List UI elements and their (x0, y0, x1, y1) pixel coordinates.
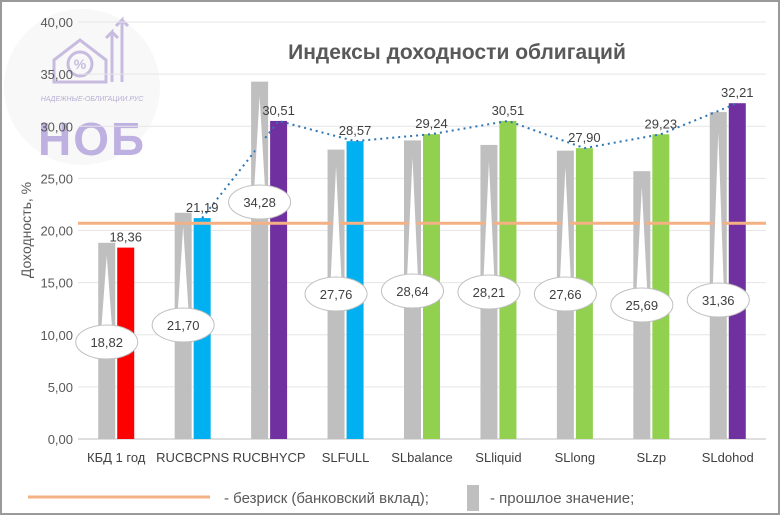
callout-joint (101, 326, 112, 332)
current-value-bars (117, 103, 746, 439)
legend-previous-label: - прошлое значение; (490, 490, 634, 507)
x-tick-label: SLdohod (702, 450, 754, 465)
current-value-label: 27,90 (568, 130, 601, 145)
callout-bubble (457, 274, 521, 310)
previous-value-callout: 28,21 (457, 150, 521, 310)
previous-value-label: 27,66 (549, 287, 582, 302)
callout-joint (254, 186, 265, 192)
site-logo: % НАДЕЖНЫЕ-ОБЛИГАЦИИ.РУС НОБ (4, 9, 160, 165)
previous-value-callout: 28,64 (381, 146, 444, 309)
previous-value-callout: 21,70 (151, 218, 215, 343)
y-tick-label: 15,00 (40, 276, 73, 291)
previous-value-label: 31,36 (702, 293, 735, 308)
previous-value-label: 18,82 (90, 335, 123, 350)
previous-value-callout: 27,76 (304, 155, 368, 312)
current-value-label: 18,36 (109, 230, 142, 245)
legend: - безриск (банковский вклад); - прошлое … (28, 485, 634, 511)
current-value-label: 28,57 (339, 123, 372, 138)
x-tick-label: SLlong (555, 450, 595, 465)
current-value-label: 30,51 (262, 103, 295, 118)
callout-joint (560, 278, 571, 284)
callout-joint (713, 284, 724, 290)
current-value-label: 21,19 (186, 200, 219, 215)
y-tick-label: 10,00 (40, 328, 73, 343)
callout-bubble (304, 276, 368, 312)
x-tick-label: КБД 1 год (87, 450, 146, 465)
callout-bubble (151, 307, 215, 343)
callout-joint (483, 276, 494, 282)
previous-value-callout: 31,36 (686, 118, 750, 318)
y-axis-label: Доходность, % (18, 182, 34, 278)
previous-value-callouts: 18,82 21,70 34,28 27,76 28,64 28,21 27,66 25,69… (75, 87, 750, 360)
x-tick-label: SLliquid (475, 450, 521, 465)
previous-value-label: 28,21 (473, 285, 506, 300)
chart-title: Индексы доходности облигаций (288, 41, 626, 64)
previous-value-label: 34,28 (243, 195, 276, 210)
current-bar (270, 120, 288, 439)
x-tick-label: SLFULL (322, 450, 370, 465)
house-chart-icon (52, 16, 130, 84)
callout-joint (407, 275, 418, 281)
x-tick-label: SLzp (637, 450, 667, 465)
previous-value-label: 25,69 (626, 298, 659, 313)
callout-joint (178, 309, 189, 315)
trend-dotted-line-group (201, 102, 738, 219)
x-tick-label: RUCBCPNS (156, 450, 229, 465)
current-bar (728, 103, 746, 439)
previous-value-label: 28,64 (396, 284, 429, 299)
current-value-label: 32,21 (721, 85, 754, 100)
previous-value-label: 21,70 (167, 318, 200, 333)
logo-site-name: НАДЕЖНЫЕ-ОБЛИГАЦИИ.РУС (41, 96, 144, 103)
callout-bubble (228, 184, 292, 220)
previous-value-callout: 25,69 (610, 177, 674, 323)
y-tick-label: 20,00 (40, 224, 73, 239)
logo-mark: НОБ (38, 113, 146, 165)
y-tick-label: 0,00 (48, 432, 73, 447)
y-tick-label: 25,00 (40, 171, 73, 186)
current-value-label: 29,23 (645, 116, 678, 131)
x-tick-label: RUCBHYCP (233, 450, 306, 465)
legend-risk-free-label: - безриск (банковский вклад); (224, 490, 429, 507)
previous-value-label: 27,76 (320, 287, 353, 302)
callout-bubble (75, 324, 139, 360)
previous-value-callout: 18,82 (75, 248, 139, 360)
y-tick-labels: 0,00 5,00 10,00 15,00 20,00 25,00 30,00 35,00 40… (40, 15, 73, 447)
y-tick-label: 40,00 (40, 15, 73, 30)
callout-bubble (686, 282, 750, 318)
callout-joint (331, 278, 342, 284)
svg-text:%: % (74, 56, 87, 72)
previous-value-callout: 34,28 (228, 87, 292, 220)
current-value-label: 29,24 (415, 116, 448, 131)
callout-bubble (610, 287, 674, 323)
current-value-label: 30,51 (492, 103, 525, 118)
callout-bubble (533, 276, 597, 312)
callout-joint (636, 289, 647, 295)
current-value-labels: 18,36 21,19 30,51 28,57 29,24 30,51 27,90 29,23… (109, 85, 753, 244)
x-tick-labels: КБД 1 год RUCBCPNS RUCBHYCP SLFULL SLbalance… (87, 450, 754, 465)
trend-dotted-line (201, 102, 738, 219)
y-tick-label: 35,00 (40, 67, 73, 82)
y-tick-label: 30,00 (40, 119, 73, 134)
current-bar (652, 134, 670, 439)
previous-value-callout: 27,66 (533, 156, 597, 312)
x-tick-label: SLbalance (391, 450, 452, 465)
callout-bubble (381, 273, 444, 309)
legend-previous-swatch (467, 485, 479, 511)
y-tick-label: 5,00 (48, 380, 73, 395)
